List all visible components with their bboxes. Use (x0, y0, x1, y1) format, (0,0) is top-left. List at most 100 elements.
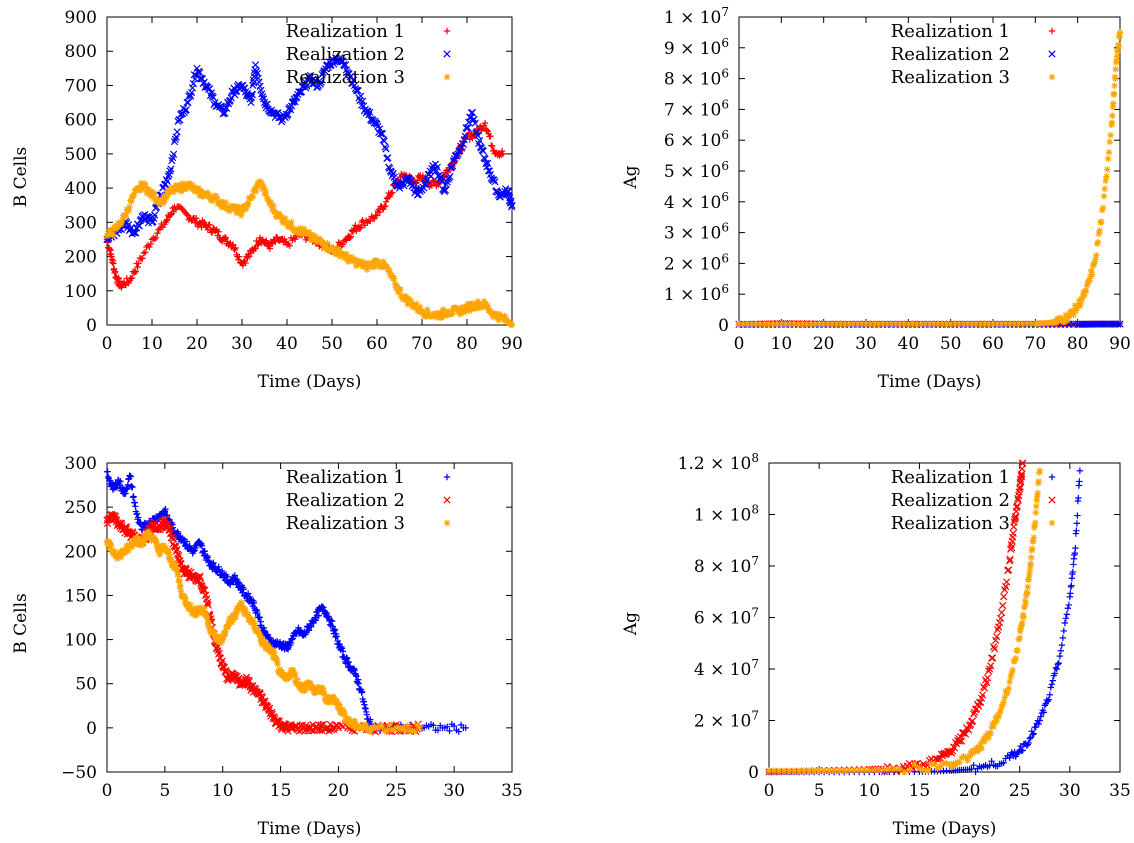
data-point (1073, 527, 1080, 534)
data-point (258, 179, 265, 187)
y-tick-label: 200 (65, 542, 97, 562)
data-point (841, 767, 848, 774)
data-point (414, 177, 421, 184)
data-point (424, 306, 431, 313)
legend-label: Realization 2 (891, 44, 1010, 65)
data-point (282, 215, 289, 222)
data-point (308, 623, 315, 630)
data-point (931, 761, 938, 768)
data-point (288, 635, 295, 643)
data-point (215, 228, 222, 235)
data-point (990, 643, 998, 651)
data-point (283, 112, 291, 120)
data-point (1021, 603, 1028, 611)
data-point (957, 737, 966, 745)
data-point (438, 314, 445, 321)
data-point (988, 654, 996, 662)
legend-label: Realization 3 (891, 67, 1010, 88)
data-point (111, 268, 119, 275)
data-point (1104, 155, 1112, 163)
data-point (176, 181, 184, 189)
data-point (1055, 659, 1063, 667)
data-point (974, 748, 981, 755)
legend-marker (443, 519, 451, 527)
data-point (272, 208, 279, 215)
data-point (740, 320, 747, 328)
y-tick-label: 50 (75, 675, 97, 695)
data-point (489, 142, 496, 150)
legend-label: Realization 2 (286, 44, 405, 65)
data-point (376, 130, 385, 138)
data-point (879, 320, 887, 328)
data-point (222, 628, 229, 635)
data-point (1096, 227, 1103, 234)
data-point (1073, 304, 1081, 312)
y-tick-label: 7 × 106 (664, 97, 729, 120)
data-point (188, 610, 196, 618)
data-point (253, 607, 261, 615)
data-point (172, 560, 179, 567)
data-point (341, 711, 348, 718)
data-point (946, 761, 953, 768)
data-point (406, 300, 413, 307)
data-point (1015, 320, 1022, 328)
data-point (1065, 601, 1073, 609)
data-point (271, 649, 278, 656)
x-tick-label: 10 (141, 334, 163, 354)
data-point (228, 202, 236, 210)
data-point (994, 320, 1001, 328)
data-point (1032, 519, 1039, 526)
y-tick-label: 6 × 107 (694, 606, 759, 629)
data-point (980, 735, 987, 743)
x-tick-label: 0 (764, 781, 775, 801)
data-point (190, 183, 197, 191)
data-point (262, 644, 270, 651)
data-point (1047, 684, 1054, 691)
data-point (366, 108, 374, 116)
data-point (1048, 681, 1056, 688)
chart-panel-2: 0 10 20 30 40 50 60 70 80 90 0 1 × 106 2 × 106 3 × 10… (621, 5, 1131, 392)
data-point (1062, 615, 1070, 622)
data-point (132, 503, 139, 510)
y-tick-label: 0 (748, 763, 759, 783)
data-point (770, 767, 778, 774)
data-point (286, 106, 295, 114)
data-point (235, 605, 243, 612)
data-point (1110, 100, 1117, 107)
data-point (324, 240, 331, 247)
data-point (163, 217, 170, 225)
data-point (144, 219, 153, 227)
data-point (1053, 665, 1061, 673)
data-point (1103, 173, 1110, 180)
data-point (1112, 75, 1119, 82)
data-point (273, 233, 281, 241)
data-point (1082, 287, 1089, 294)
data-point (345, 258, 352, 265)
data-point (1026, 571, 1033, 579)
data-point (336, 701, 343, 708)
data-point (181, 180, 188, 188)
data-point (187, 601, 194, 608)
data-point (1090, 320, 1099, 328)
legend-marker (443, 473, 451, 481)
legend-marker (1048, 27, 1056, 35)
data-point (934, 765, 941, 772)
data-point (222, 199, 229, 206)
data-point (973, 744, 980, 751)
x-tick-label: 70 (411, 334, 433, 354)
data-point (325, 693, 332, 701)
data-point (138, 186, 146, 193)
data-point (138, 179, 145, 187)
data-point (1027, 560, 1034, 567)
data-point (985, 320, 992, 328)
data-point (435, 181, 442, 188)
data-point (372, 211, 379, 219)
data-point (203, 612, 211, 620)
data-point (236, 253, 243, 260)
data-point (349, 720, 356, 728)
series-1 (765, 467, 1084, 776)
x-tick-label: 15 (270, 781, 292, 801)
data-point (255, 179, 262, 186)
data-point (450, 722, 458, 730)
data-point (358, 688, 366, 695)
